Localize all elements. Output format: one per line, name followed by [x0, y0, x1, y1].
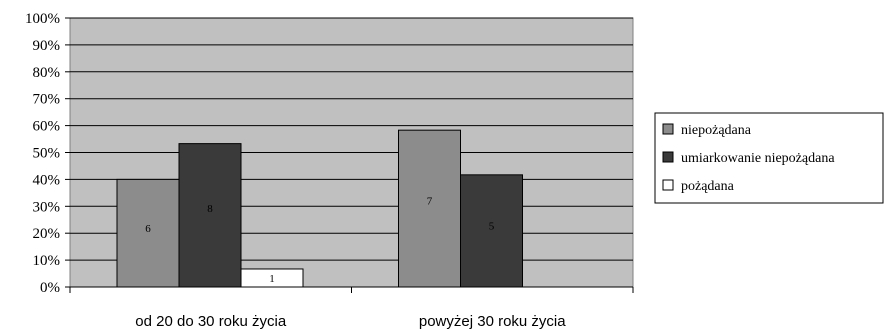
- y-tick-label: 20%: [33, 226, 61, 242]
- y-tick-label: 0%: [40, 280, 60, 296]
- data-label: 7: [427, 196, 433, 208]
- legend-label: pożądana: [681, 179, 735, 194]
- bars: 6 8 1 7 5: [116, 129, 523, 288]
- legend-box: [654, 112, 884, 204]
- x-category-label: powyżej 30 roku życia: [419, 313, 566, 329]
- y-tick-label: 100%: [25, 11, 60, 27]
- data-label: 1: [269, 273, 275, 285]
- data-label: 8: [207, 203, 213, 215]
- bar: [460, 174, 523, 288]
- bar: [398, 129, 461, 288]
- y-tick-label: 60%: [33, 119, 61, 135]
- legend-swatch: [662, 151, 674, 163]
- y-tick-label: 50%: [33, 146, 61, 162]
- legend-label: niepożądana: [681, 123, 752, 138]
- y-tick-label: 40%: [33, 172, 61, 188]
- y-tick-label: 70%: [33, 92, 61, 108]
- bar: [178, 143, 242, 288]
- x-axis: od 20 do 30 roku życia powyżej 30 roku ży…: [69, 286, 634, 329]
- legend-swatch: [662, 179, 674, 191]
- legend: niepożądana umiarkowanie niepożądana pożąd…: [654, 112, 884, 204]
- y-tick-label: 10%: [33, 253, 61, 269]
- data-label: 6: [145, 223, 151, 235]
- legend-label: umiarkowanie niepożądana: [681, 151, 835, 166]
- y-tick-label: 80%: [33, 65, 61, 81]
- y-axis: 0% 10% 20% 30% 40% 50% 60% 70% 80% 90% 100%: [25, 11, 70, 296]
- y-tick-label: 30%: [33, 199, 61, 215]
- x-category-label: od 20 do 30 roku życia: [135, 313, 287, 329]
- data-label: 5: [489, 220, 495, 232]
- legend-swatch: [662, 123, 674, 135]
- y-tick-label: 90%: [33, 38, 61, 54]
